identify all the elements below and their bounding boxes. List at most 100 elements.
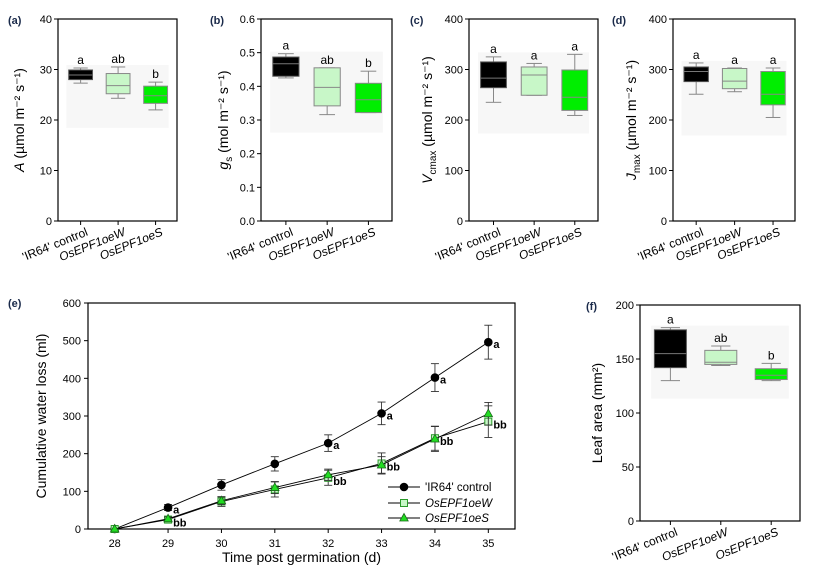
y-tick-label: 200	[616, 300, 634, 312]
panel-e: 0 100 200 300 400 500 600 28 29 30 31 32 33 34 35 (e) Ti…	[8, 298, 516, 565]
significance-letter: a	[531, 48, 538, 62]
y-tick-label: 30	[40, 65, 52, 77]
y-axis-title: Vcmax (µmol m⁻² s⁻¹)	[419, 56, 439, 184]
box-2: b	[354, 56, 383, 114]
significance-letter: a	[173, 505, 180, 517]
y-tick-label: 0	[661, 216, 667, 228]
significance-letter: a	[387, 410, 394, 422]
box-0: a	[272, 39, 300, 79]
significance-letter: ab	[714, 331, 728, 345]
y-axis-title: Leaf area (mm²)	[589, 363, 605, 463]
y-axis-symbol: A	[11, 163, 27, 173]
data-point-triangle	[269, 482, 280, 491]
panel-label: (f)	[586, 301, 597, 313]
series-line	[114, 421, 489, 530]
data-point-triangle	[483, 408, 494, 418]
data-point-triangle	[109, 523, 120, 533]
box-0: a	[480, 42, 507, 103]
panel-label: (a)	[8, 15, 22, 27]
x-tick-label: 28	[109, 538, 121, 550]
significance-letter: b	[365, 56, 372, 70]
y-tick-label: 400	[63, 373, 81, 385]
significance-letter: a	[490, 42, 497, 56]
data-point-circle	[217, 480, 226, 490]
significance-letter: ab	[320, 53, 334, 67]
box-iqr	[520, 66, 548, 96]
box-iqr	[704, 349, 738, 365]
significance-letter: bb	[333, 476, 347, 488]
series-line	[114, 413, 489, 530]
y-tick-label: 0.0	[240, 216, 255, 228]
data-point-circle	[377, 409, 386, 418]
data-point-triangle	[216, 495, 227, 505]
box-iqr	[105, 73, 131, 95]
y-tick-label: 200	[649, 115, 667, 127]
box-1: a	[520, 48, 548, 96]
legend-item: OsEPF1oeS	[388, 512, 489, 525]
data-point-circle	[163, 503, 173, 512]
significance-letter: bb	[387, 461, 401, 473]
y-tick-label: 0	[75, 524, 81, 536]
y-axis-title: Cumulative water loss (ml)	[33, 334, 49, 499]
x-tick-label: 30	[215, 538, 227, 550]
x-tick-label: 33	[375, 538, 387, 550]
y-tick-label: 0	[457, 216, 463, 228]
box-1: ab	[105, 52, 131, 99]
box-0: a	[653, 313, 687, 382]
data-point-triangle	[323, 469, 334, 479]
data-point-circle	[484, 337, 493, 347]
y-axis-units: (µmol m⁻² s⁻¹)	[11, 68, 27, 162]
legend-marker-triangle	[399, 512, 409, 522]
y-tick-label: 0	[46, 216, 52, 228]
legend-item: OsEPF1oeW	[388, 498, 493, 510]
y-tick-label: 100	[445, 166, 463, 178]
significance-letter: a	[693, 48, 700, 62]
y-axis-subscript: cmax	[428, 151, 439, 175]
y-tick-label: 100	[63, 486, 81, 498]
y-axis-title: Jmax (µmol m⁻² s⁻¹)	[623, 60, 643, 181]
significance-letter: a	[440, 375, 447, 387]
y-tick-label: 100	[616, 408, 634, 420]
y-tick-label: 0.4	[240, 81, 255, 93]
y-tick-label: 10	[40, 166, 52, 178]
y-tick-label: 500	[63, 336, 81, 348]
y-tick-label: 0.2	[240, 149, 255, 161]
y-tick-label: 0.6	[240, 14, 255, 26]
significance-letter: bb	[493, 420, 507, 432]
y-tick-label: 200	[445, 115, 463, 127]
significance-letter: a	[571, 39, 578, 53]
box-iqr	[480, 61, 507, 89]
box-iqr	[354, 82, 383, 114]
data-point-circle	[430, 373, 440, 382]
box-iqr	[143, 85, 168, 104]
legend: 'IR64' control OsEPF1oeW OsEPF1oeS	[388, 482, 493, 525]
y-tick-label: 0.1	[240, 182, 255, 194]
significance-letter: a	[770, 53, 777, 67]
data-point-triangle	[430, 433, 440, 443]
box-iqr	[760, 71, 786, 106]
x-tick-label: 32	[322, 538, 334, 550]
panel-label: (c)	[410, 15, 424, 27]
series-line	[114, 341, 489, 530]
y-axis-subscript: s	[224, 157, 235, 162]
y-axis-units: (µmol m⁻² s⁻¹)	[623, 60, 639, 154]
panel-label: (e)	[8, 298, 22, 310]
significance-letter: a	[77, 53, 84, 67]
y-axis-title: A (µmol m⁻² s⁻¹)	[11, 68, 27, 173]
box-2: b	[143, 67, 168, 111]
y-tick-label: 300	[445, 65, 463, 77]
box-iqr	[313, 67, 341, 107]
box-iqr	[653, 329, 687, 369]
y-axis-symbol: V	[419, 173, 435, 184]
legend-marker-square	[400, 499, 408, 507]
box-0: a	[683, 48, 709, 95]
box-iqr	[754, 368, 788, 381]
data-point-triangle	[376, 459, 387, 469]
box-1: ab	[313, 53, 341, 116]
legend-label: 'IR64' control	[425, 482, 491, 494]
significance-letter: a	[283, 39, 290, 53]
legend-label: OsEPF1oeS	[425, 513, 489, 525]
